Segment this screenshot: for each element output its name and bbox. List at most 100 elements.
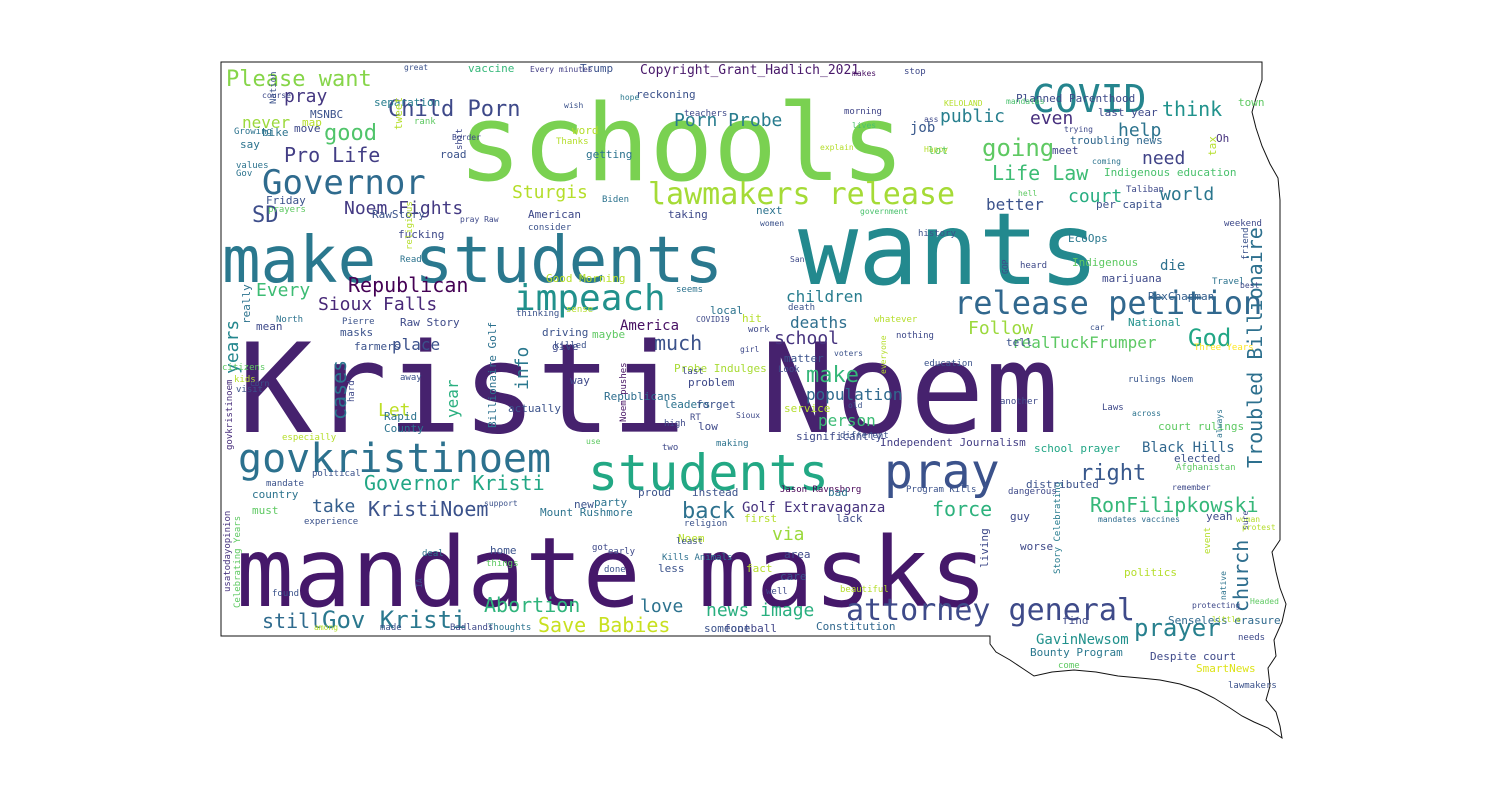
word-cloud-word: little [1212,615,1241,624]
word-cloud-word: last [682,367,704,377]
word-cloud-word: things [486,559,519,569]
word-cloud-word: Look [778,365,800,375]
word-cloud-word: schools [458,82,905,205]
word-cloud-word: lack [836,512,863,525]
word-cloud-word: party [594,496,627,509]
word-cloud-word: school prayer [1034,442,1120,455]
word-cloud-word: farmers [354,340,400,353]
word-cloud-word: deal [422,549,444,559]
word-cloud-word: RawStory [372,208,425,221]
word-cloud-word: political [312,469,361,479]
word-cloud-word: Every [256,280,310,301]
word-cloud-word: Gov Kristi [322,606,467,634]
word-cloud-word: new [574,498,594,511]
word-cloud-word: last year [1098,106,1158,119]
word-cloud-word: move [294,122,321,135]
word-cloud-word: Biden [602,195,629,205]
word-cloud-word: Troubled Billionaire [1243,227,1267,468]
word-cloud-word: Constitution [816,620,895,633]
word-cloud-word: pray [284,86,328,107]
word-cloud-word: Celebrating Years [233,516,243,608]
word-cloud-word: Jason Ravnsborg [780,485,861,495]
word-cloud-word: Gov [236,169,252,179]
word-cloud-word: wish [564,101,583,110]
word-cloud-word: Noem Fights [344,198,463,219]
word-cloud-word: COVID19 [696,315,730,324]
word-cloud-word: Black Hills [1142,440,1235,456]
word-cloud-word: values [236,161,269,171]
word-cloud-word: lives [852,121,876,130]
word-cloud-word: pray Raw [460,215,499,224]
word-cloud-word: high [664,419,686,429]
word-cloud-word: need [1142,148,1185,169]
word-cloud-word: troubling news [1070,134,1163,147]
word-cloud-word: Program Kills [906,485,976,495]
word-cloud-word: Every minutes [530,65,593,74]
word-cloud-word: Raw Story [400,316,460,329]
word-cloud-word: history [918,229,957,239]
word-cloud-word: die [1160,258,1185,274]
word-cloud-word: morning [844,107,882,117]
word-cloud-word: Read [400,255,422,265]
word-cloud-word: shit [455,128,465,150]
word-cloud-word: local [710,304,743,317]
word-cloud-word: Oh [1216,132,1229,145]
word-cloud-word: lot [928,144,948,157]
word-cloud-word: old [848,401,863,410]
word-cloud-word: fact [746,562,773,575]
word-cloud-word: vaccine [468,62,514,75]
word-cloud-word: Good Morning [546,272,625,285]
word-cloud-word: Planned Parenthood [1016,92,1135,105]
word-cloud-word: woman [1236,515,1260,524]
word-cloud-word: another [1000,397,1039,407]
word-cloud-word: year [443,379,462,418]
word-cloud-word: govkristinoem [225,380,235,450]
word-cloud-word: IA [415,578,424,588]
word-cloud-word: tweet [392,97,405,130]
word-cloud-word: support [484,499,518,508]
word-cloud-word: bad [828,486,848,499]
word-cloud-word: remember [1172,483,1211,492]
word-cloud-word: among [314,623,338,632]
word-cloud-word: reckoning [636,88,696,101]
word-cloud-word: find [1062,614,1089,627]
word-cloud-word: making [716,439,749,449]
word-cloud-word: car [1090,323,1105,332]
word-cloud-word: place [392,335,440,354]
word-cloud-word: Save Babies [538,613,670,637]
word-cloud-word: via [772,524,805,545]
word-cloud-word: RonFilipkowski [1090,493,1259,517]
word-cloud-word: getting [586,148,632,161]
word-cloud-word: death [788,303,815,313]
word-cloud-word: GavinNewsom [1036,632,1129,648]
word-cloud-word: Sioux Falls [318,294,437,315]
word-cloud-word: church [1229,540,1253,612]
word-cloud-word: population [806,385,902,404]
word-cloud-word: less [658,562,685,575]
word-cloud-word: trying [1064,125,1093,134]
word-cloud-word: person [818,411,876,430]
word-cloud-word: taking [668,208,708,221]
word-cloud-word: Mount Rushmore [540,506,633,519]
word-cloud-word: info [512,347,533,390]
word-cloud-word: politics [1124,566,1177,579]
word-cloud-word: years [222,320,243,374]
word-cloud-word: Pro Life [284,143,380,167]
word-cloud-word: usatodayopinion [223,511,233,592]
word-cloud-word: Laws [1102,403,1124,413]
word-cloud-word: explain [820,143,854,152]
word-cloud-word: lawmakers [1228,681,1277,691]
word-cloud-word: Sioux [736,411,760,420]
word-cloud-word: significantly [796,430,882,443]
word-cloud-word: never [242,113,291,132]
word-cloud-word: Kristi Noem [238,318,1059,462]
word-cloud-word: deaths [790,313,848,332]
word-cloud-word: better [986,195,1044,214]
word-cloud-word: Senseless erasure [1168,614,1281,627]
word-cloud-word: mandate masks [236,517,987,629]
word-cloud-word: news image [706,600,814,621]
word-cloud-word: rulings Noem [1128,375,1193,385]
word-cloud-word: help [1118,120,1161,141]
